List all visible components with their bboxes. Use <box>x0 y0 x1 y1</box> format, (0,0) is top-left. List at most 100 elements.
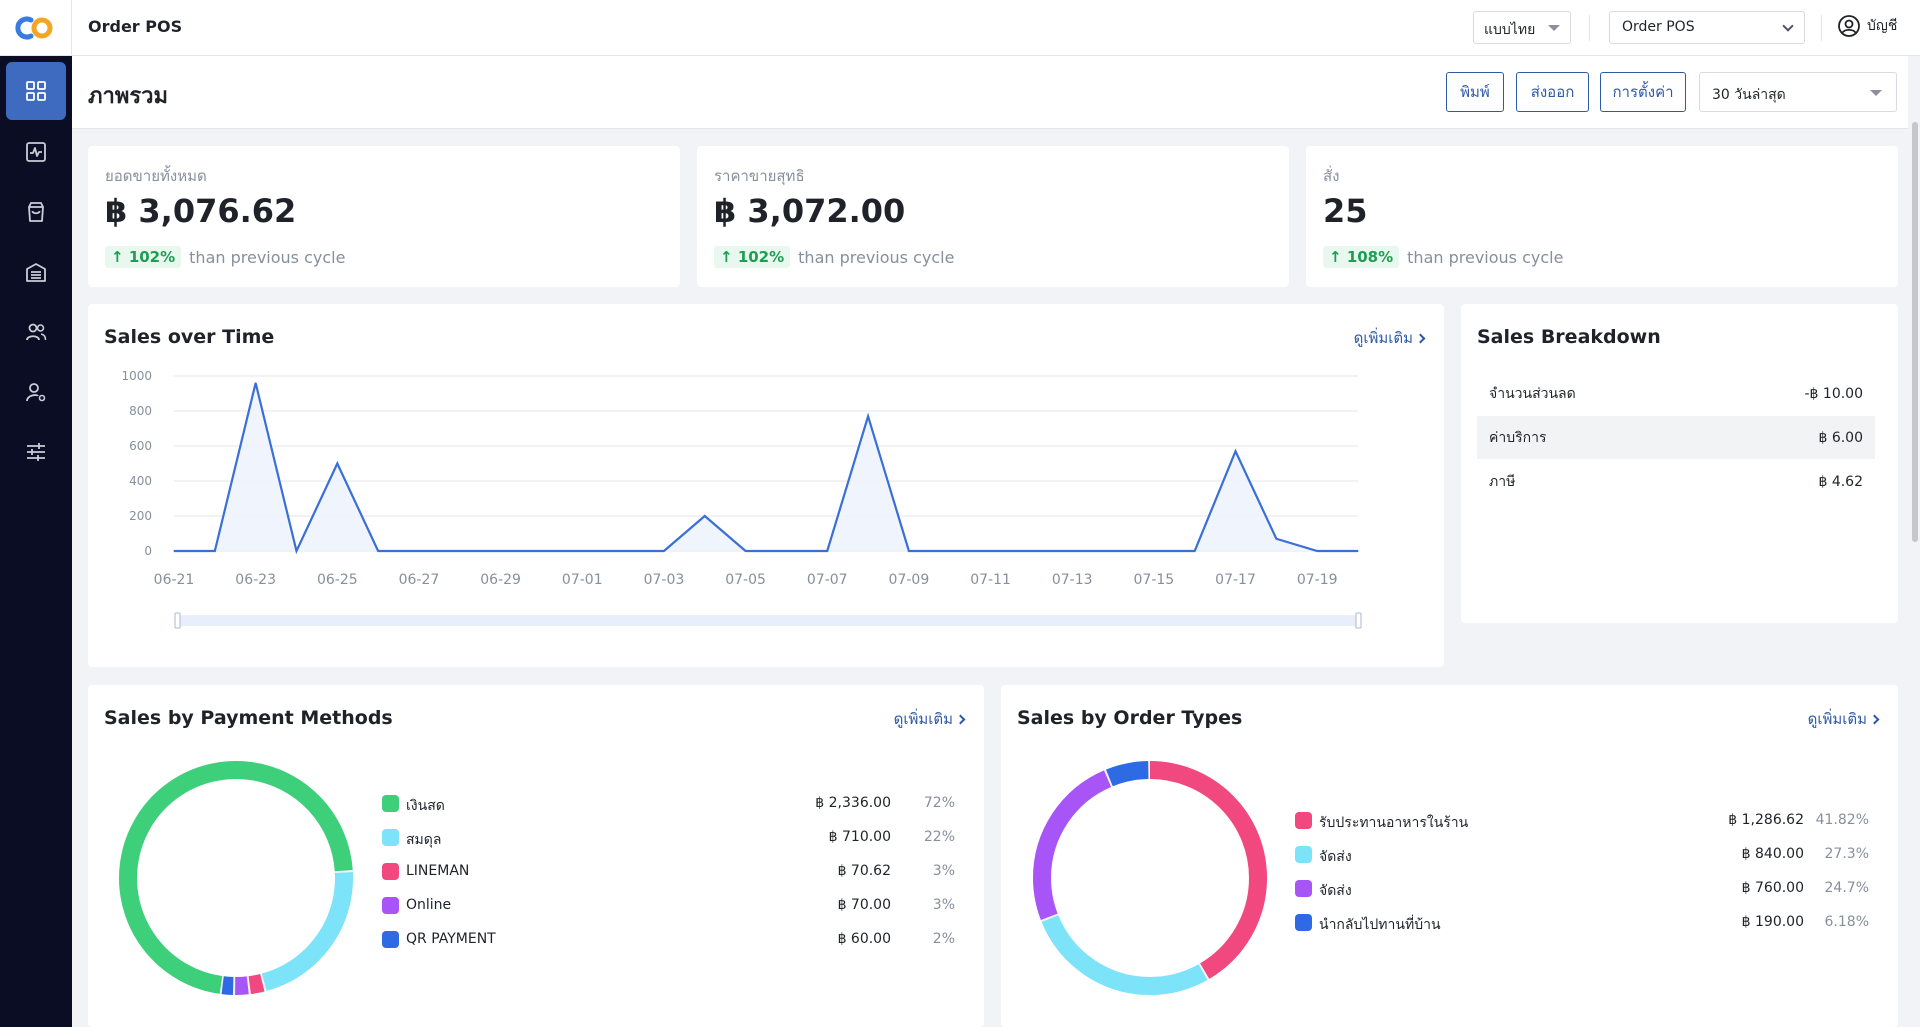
store-select[interactable]: Order POS <box>1609 11 1805 44</box>
legend-name: สมดุล <box>406 832 442 848</box>
divider <box>1589 15 1590 41</box>
app-logo[interactable] <box>0 0 72 56</box>
x-tick-label: 06-23 <box>235 572 276 588</box>
legend-item[interactable]: จัดส่ง ฿ 760.00 24.7% <box>1295 877 1869 901</box>
app-title: Order POS <box>88 17 183 36</box>
legend-swatch <box>1295 880 1312 897</box>
sidebar-item-customers[interactable] <box>6 303 66 361</box>
stat-card-net-sales: ราคาขายสุทธิ ฿ 3,072.00 ↑ 102% than prev… <box>697 146 1289 287</box>
data-point <box>1275 538 1277 540</box>
scrollbar-thumb[interactable] <box>1912 122 1918 542</box>
legend-amount: ฿ 60.00 <box>837 931 891 947</box>
zoom-handle-left <box>174 612 181 629</box>
legend-amount: ฿ 710.00 <box>828 829 891 845</box>
legend-item[interactable]: รับประทานอาหารในร้าน ฿ 1,286.62 41.82% <box>1295 809 1869 833</box>
account-menu[interactable]: บัญชี <box>1837 14 1897 38</box>
legend-swatch <box>382 863 399 880</box>
donut-slice <box>1033 761 1267 995</box>
chevron-right-icon <box>1869 714 1880 724</box>
donut-slice <box>119 761 353 995</box>
data-point <box>908 550 910 552</box>
card-title: Sales Breakdown <box>1477 326 1661 348</box>
x-tick-label: 07-05 <box>725 572 766 588</box>
donut-slice <box>119 761 353 995</box>
card-title: Sales by Payment Methods <box>104 707 393 729</box>
arrow-up-icon: ↑ <box>1329 248 1342 266</box>
legend-item[interactable]: จัดส่ง ฿ 840.00 27.3% <box>1295 843 1869 867</box>
language-select[interactable]: แบบไทย <box>1473 11 1571 44</box>
breakdown-row-service-charge: ค่าบริการ ฿ 6.00 <box>1477 416 1875 459</box>
data-point <box>1071 550 1073 552</box>
data-point <box>826 550 828 552</box>
x-tick-label: 07-07 <box>807 572 848 588</box>
legend-item[interactable]: สมดุล ฿ 710.00 22% <box>382 826 955 850</box>
sidebar-item-staff[interactable] <box>6 363 66 421</box>
trend-compare: than previous cycle <box>1407 247 1564 267</box>
legend-item[interactable]: LINEMAN ฿ 70.62 3% <box>382 860 955 884</box>
legend-percent: 24.7% <box>1824 880 1869 896</box>
x-tick-label: 06-29 <box>480 572 521 588</box>
legend-swatch <box>382 829 399 846</box>
breakdown-value: -฿ 10.00 <box>1804 385 1864 402</box>
see-more-link[interactable]: ดูเพิ่มเติม <box>1807 707 1880 731</box>
legend-percent: 41.82% <box>1815 812 1869 828</box>
chevron-right-icon <box>955 714 966 724</box>
page-title: ภาพรวม <box>88 84 169 109</box>
settings-button[interactable]: การตั้งค่า <box>1600 72 1686 112</box>
y-tick-label: 1000 <box>121 369 152 383</box>
stat-value: 25 <box>1323 192 1368 230</box>
export-button[interactable]: ส่งออก <box>1516 72 1589 112</box>
breakdown-label: จำนวนส่วนลด <box>1489 385 1576 402</box>
page-scrollbar[interactable] <box>1908 56 1920 1027</box>
donut-slice <box>119 761 353 995</box>
legend-item[interactable]: QR PAYMENT ฿ 60.00 2% <box>382 928 955 952</box>
date-range-select[interactable]: 30 วันล่าสุด <box>1699 72 1897 112</box>
data-point <box>1030 550 1032 552</box>
trend-value: 102% <box>128 248 176 266</box>
legend-percent: 3% <box>932 897 955 913</box>
sidebar-item-settings[interactable] <box>6 423 66 481</box>
stat-value: ฿ 3,076.62 <box>105 192 297 230</box>
sales-over-time-card: Sales over Time ดูเพิ่มเติม 0 200 400 600 80… <box>88 304 1444 667</box>
data-point <box>1112 550 1114 552</box>
legend-amount: ฿ 760.00 <box>1741 880 1804 896</box>
activity-chart-icon <box>26 142 46 162</box>
sales-breakdown-card: Sales Breakdown จำนวนส่วนลด -฿ 10.00 ค่า… <box>1461 304 1898 623</box>
page-header: ภาพรวม พิมพ์ ส่งออก การตั้งค่า 30 วันล่า… <box>72 56 1920 129</box>
legend-name: รับประทานอาหารในร้าน <box>1319 815 1469 831</box>
data-point <box>1357 550 1359 552</box>
data-point <box>949 550 951 552</box>
legend-percent: 27.3% <box>1824 846 1869 862</box>
breakdown-label: ค่าบริการ <box>1489 429 1547 446</box>
card-title: Sales over Time <box>104 326 275 348</box>
see-more-link[interactable]: ดูเพิ่มเติม <box>894 707 966 731</box>
legend-amount: ฿ 840.00 <box>1741 846 1804 862</box>
legend-item[interactable]: เงินสด ฿ 2,336.00 72% <box>382 792 955 816</box>
x-tick-label: 06-21 <box>154 572 195 588</box>
legend-amount: ฿ 190.00 <box>1741 914 1804 930</box>
see-more-link[interactable]: ดูเพิ่มเติม <box>1354 326 1426 350</box>
data-point <box>336 462 338 465</box>
sidebar-item-dashboard[interactable] <box>6 62 66 120</box>
x-tick-label: 07-15 <box>1134 572 1175 588</box>
order-types-donut-chart <box>1033 761 1267 995</box>
data-point <box>173 550 175 552</box>
legend-item[interactable]: Online ฿ 70.00 3% <box>382 894 955 918</box>
legend-item[interactable]: นำกลับไปทานที่บ้าน ฿ 190.00 6.18% <box>1295 911 1869 935</box>
legend-swatch <box>1295 846 1312 863</box>
legend-swatch <box>1295 914 1312 931</box>
caret-down-icon <box>1548 25 1560 31</box>
trend-compare: than previous cycle <box>189 247 346 267</box>
sidebar-item-inventory[interactable] <box>6 243 66 301</box>
data-point <box>663 550 665 552</box>
see-more-label: ดูเพิ่มเติม <box>1807 710 1867 728</box>
data-point <box>785 550 788 552</box>
x-tick-label: 07-09 <box>889 572 930 588</box>
print-button[interactable]: พิมพ์ <box>1446 72 1504 112</box>
stat-trend: ↑ 102% than previous cycle <box>714 246 954 268</box>
sidebar-item-orders[interactable] <box>6 183 66 241</box>
breakdown-value: ฿ 4.62 <box>1818 473 1863 490</box>
divider <box>1821 15 1822 41</box>
sales-line-chart: 0 200 400 600 800 1000 06-21 06-23 06-25 06-27 06-… <box>121 369 1362 629</box>
sidebar-item-reports[interactable] <box>6 123 66 181</box>
